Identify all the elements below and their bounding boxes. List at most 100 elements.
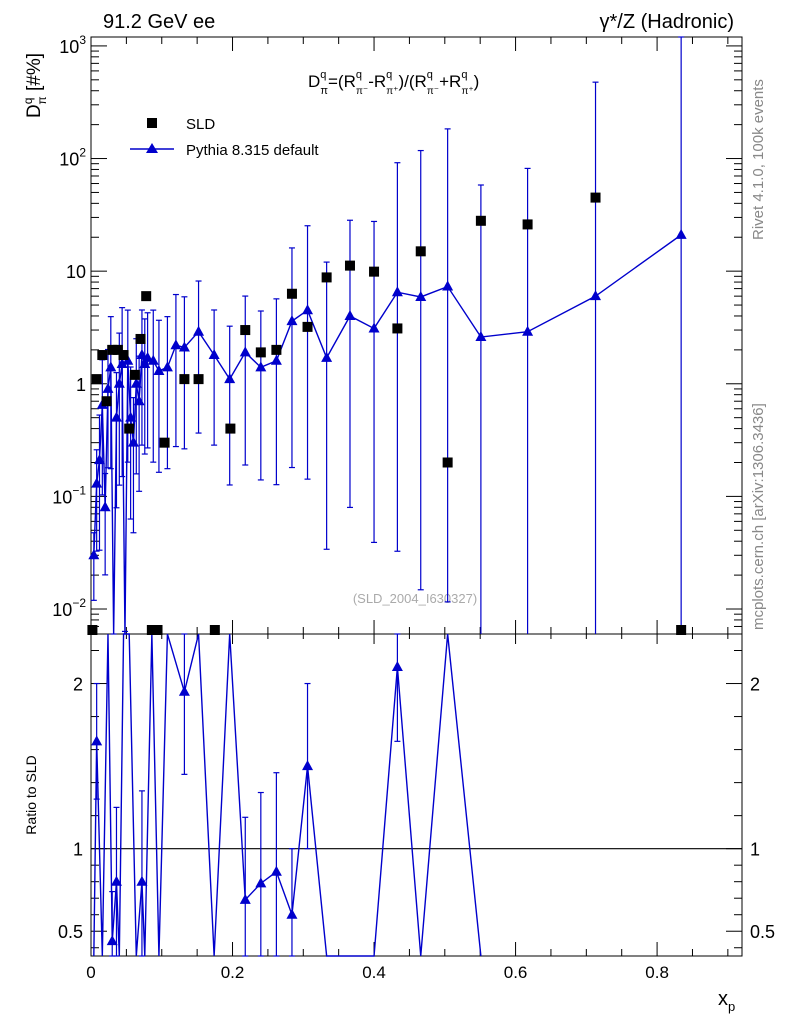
y-tick-label: 1 [76, 375, 86, 395]
formula-q3: q [427, 69, 433, 81]
ratio-point [239, 893, 251, 904]
sld-point [193, 374, 204, 385]
y-axis-label: Dqπ [#%] [21, 53, 49, 118]
y-label-sup: q [21, 98, 35, 105]
main-layer [87, 36, 687, 635]
sld-point [415, 246, 426, 257]
ratio-layer [91, 633, 742, 957]
pythia-point [113, 377, 125, 388]
pythia-point [224, 373, 236, 384]
pythia-point [161, 361, 173, 372]
pythia-point [255, 361, 267, 372]
sld-point [442, 457, 453, 468]
sld-point [135, 333, 146, 344]
pythia-point [91, 477, 103, 488]
pythia-point [239, 346, 251, 357]
sld-point [225, 423, 236, 434]
sld-point [676, 625, 687, 635]
pythia-point [302, 304, 314, 315]
pythia-point [99, 501, 111, 512]
ratio-point [136, 875, 148, 886]
analysis-watermark: (SLD_2004_I630327) [353, 591, 477, 606]
x-tick-label: 0 [86, 963, 95, 982]
pythia-point [675, 228, 687, 239]
sld-point [522, 219, 533, 230]
pythia-point [153, 364, 165, 375]
ratio-plot-frame [90, 633, 743, 957]
sld-point [91, 374, 102, 385]
sld-point [392, 323, 403, 334]
sld-point [146, 625, 157, 635]
ratio-y-tick-label: 1 [73, 840, 83, 860]
sld-point [475, 215, 486, 226]
pythia-point [88, 549, 100, 560]
y-tick-label: 10−2 [52, 596, 86, 620]
pythia-point [475, 331, 487, 342]
legend-marker-pythia [146, 143, 158, 153]
x-tick-label: 0.4 [362, 963, 386, 982]
pythia-point [344, 309, 356, 320]
pythia-point [208, 349, 220, 360]
sld-point [209, 625, 220, 635]
x-tick-label: 0.6 [504, 963, 528, 982]
ratio-point [255, 877, 267, 888]
ratio-point [110, 875, 122, 886]
pythia-point [110, 411, 122, 422]
sld-point [255, 347, 266, 358]
pythia-point [415, 290, 427, 301]
sld-point [118, 350, 129, 361]
formula-lhs-sup: q [320, 69, 326, 81]
formula-sub3: π⁻ [427, 86, 439, 97]
sld-point [344, 260, 355, 271]
formula-lhs-sub: π [320, 85, 328, 97]
sld-point [302, 321, 313, 332]
pythia-point [105, 361, 117, 372]
sld-point [286, 288, 297, 299]
ratio-point [270, 865, 282, 876]
pythia-point [286, 315, 298, 326]
pythia-point [142, 351, 154, 362]
formula-eq-open: =(R [328, 72, 356, 91]
y-label-unit: [#%] [24, 53, 45, 96]
x-label-sub: p [728, 999, 735, 1014]
svg-text:Dqπ [#%]: Dqπ [#%] [21, 53, 49, 118]
formula-sub1: π⁻ [356, 86, 368, 97]
formula-q4: q [461, 69, 467, 81]
ratio-y-label: Ratio to SLD [23, 755, 39, 834]
formula-end: ) [474, 72, 480, 91]
pythia-point [590, 290, 602, 301]
formula-minus: -R [368, 72, 386, 91]
x-tick-label: 0.2 [221, 963, 245, 982]
legend-marker-sld [147, 118, 157, 128]
legend: SLD Pythia 8.315 default [130, 116, 319, 159]
ratio-y-tick-label: 2 [73, 675, 83, 695]
sld-point [179, 374, 190, 385]
pythia-point [391, 286, 403, 297]
pythia-point [442, 280, 454, 291]
y-tick-label: 10−1 [52, 483, 86, 507]
header-left: 91.2 GeV ee [103, 11, 215, 33]
svg-text:Dqπ=(Rqπ⁻-Rqπ⁺)/(Rqπ⁻+Rqπ⁺): Dq π=(Rq π⁻-Rq π⁺)/(Rq π⁻+Rq π⁺) [308, 69, 479, 97]
formula-sub2: π⁺ [386, 86, 398, 97]
pythia-point [321, 351, 333, 362]
mcplots-label: mcplots.cern.ch [arXiv:1306.3436] [750, 403, 767, 630]
ratio-point [391, 661, 403, 672]
sld-point [321, 272, 332, 283]
y-tick-label: 102 [59, 146, 86, 170]
sld-point [107, 344, 118, 355]
sld-point [97, 350, 108, 361]
sld-point [101, 396, 112, 407]
formula-sub4: π⁺ [461, 86, 473, 97]
ratio-y-tick-label-right: 1 [750, 840, 760, 860]
pythia-point [147, 354, 159, 365]
sld-point [240, 325, 251, 336]
sld-point [124, 423, 135, 434]
x-tick-label: 0.8 [645, 963, 669, 982]
formula-lhs: D [308, 72, 320, 91]
x-axis-label: xp [718, 988, 735, 1014]
pythia-point [270, 354, 282, 365]
sld-point [159, 437, 170, 448]
ratio-series-line [93, 633, 482, 957]
